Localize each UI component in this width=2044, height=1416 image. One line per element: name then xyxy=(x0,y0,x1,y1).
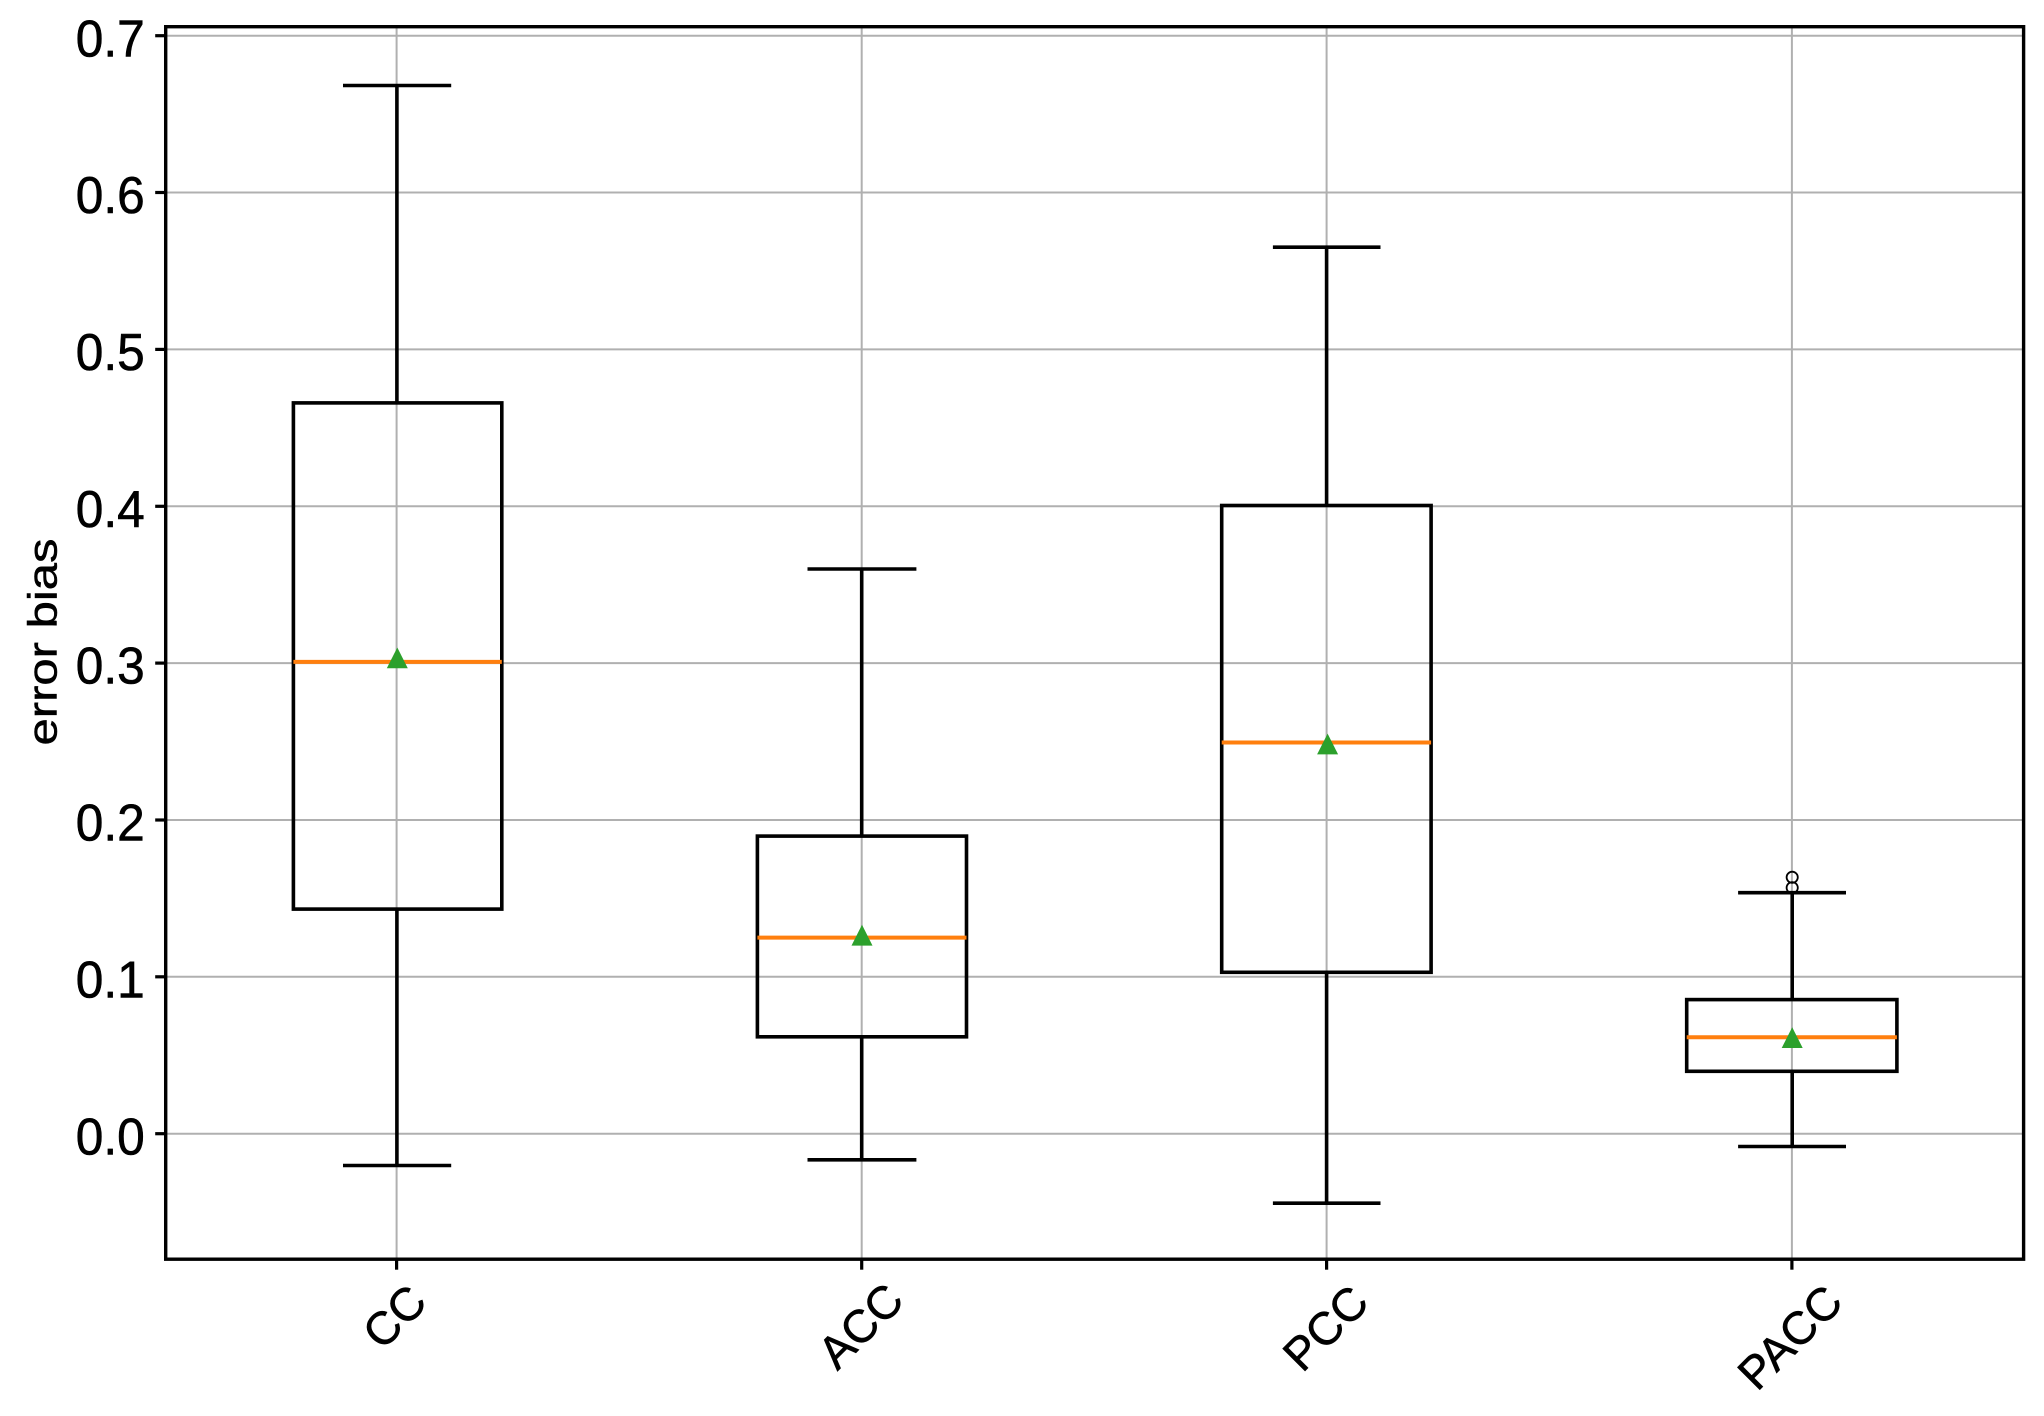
svg-text:0.6: 0.6 xyxy=(76,167,145,225)
svg-text:0.0: 0.0 xyxy=(76,1108,145,1166)
svg-text:0.3: 0.3 xyxy=(76,638,145,696)
svg-text:error bias: error bias xyxy=(19,539,65,746)
svg-text:0.5: 0.5 xyxy=(76,324,145,382)
svg-text:0.7: 0.7 xyxy=(76,10,145,68)
svg-text:0.1: 0.1 xyxy=(76,951,145,1009)
svg-text:0.4: 0.4 xyxy=(76,481,145,539)
svg-text:0.2: 0.2 xyxy=(76,795,145,853)
